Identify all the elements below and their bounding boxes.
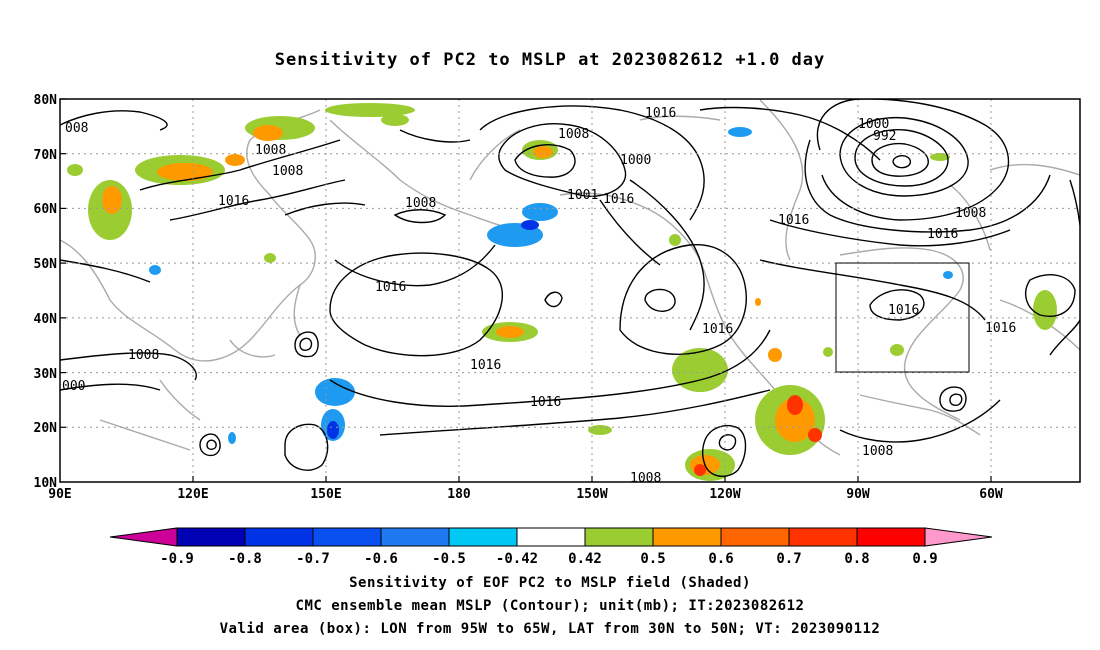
- lat-label: 30N: [34, 367, 58, 382]
- contour-label: 1016: [645, 106, 676, 121]
- lon-label: 120E: [177, 487, 208, 502]
- lat-label: 20N: [34, 421, 58, 436]
- colorbar-tick-label: 0.5: [640, 551, 665, 567]
- contour-label: 1008: [405, 196, 436, 211]
- shaded-positive: [67, 103, 1057, 481]
- colorbar-swatch: [720, 527, 790, 547]
- colorbar-right-triangle: [924, 527, 993, 547]
- caption-contour: CMC ensemble mean MSLP (Contour); unit(m…: [295, 598, 805, 614]
- contour-label: 1016: [985, 321, 1016, 336]
- lon-label: 60W: [979, 487, 1003, 502]
- contour-label: 008: [65, 121, 88, 136]
- colorbar-tick-label: 0.8: [844, 551, 869, 567]
- contour-label: 1008: [255, 143, 286, 158]
- lon-labels: 90E 120E 150E 180 150W 120W 90W 60W: [48, 487, 1003, 502]
- contour-label: 1008: [862, 444, 893, 459]
- contour-label: 1008: [630, 471, 661, 486]
- plot-frame: [59, 98, 1081, 483]
- colorbar-tick-label: -0.7: [296, 551, 330, 567]
- colorbar-tick-label: -0.9: [160, 551, 194, 567]
- contour-label: 1016: [778, 213, 809, 228]
- lon-label: 150W: [576, 487, 607, 502]
- caption-shaded: Sensitivity of EOF PC2 to MSLP field (Sh…: [349, 575, 751, 591]
- map-title: Sensitivity of PC2 to MSLP at 2023082612…: [274, 50, 826, 70]
- colorbar-swatch: [176, 527, 246, 547]
- contour-label: 1000: [858, 117, 889, 132]
- colorbar-swatch: [856, 527, 926, 547]
- colorbar-swatch: [448, 527, 518, 547]
- contour-label: 1008: [272, 164, 303, 179]
- contour-label: 1001: [567, 188, 598, 203]
- contour-label: 1016: [888, 303, 919, 318]
- colorbar-swatch: [788, 527, 858, 547]
- gridlines: [60, 99, 1080, 482]
- colorbar-swatch: [516, 527, 586, 547]
- shaded-moderate-positive: [102, 125, 815, 475]
- contour-label: 1008: [128, 348, 159, 363]
- contour-label: 1016: [927, 227, 958, 242]
- contour-label: 1000: [620, 153, 651, 168]
- axis-ticks: [60, 98, 992, 482]
- lon-label: 120W: [709, 487, 740, 502]
- caption-valid-area: Valid area (box): LON from 95W to 65W, L…: [219, 621, 881, 637]
- lat-label: 10N: [34, 476, 58, 491]
- colorbar-tick-label: -0.6: [364, 551, 398, 567]
- lon-label: 180: [447, 487, 471, 502]
- colorbar: -0.9 -0.8 -0.7 -0.6 -0.5 -0.42 0.42 0.5 0.6 0.7 0.…: [109, 527, 993, 567]
- valid-area-box: [835, 262, 970, 373]
- contour-label: 1016: [470, 358, 501, 373]
- contour-label: 000: [62, 379, 85, 394]
- mslp-contours: [60, 99, 1080, 477]
- colorbar-tick-label: -0.5: [432, 551, 466, 567]
- lat-label: 40N: [34, 312, 58, 327]
- lon-label: 90E: [48, 487, 71, 502]
- colorbar-swatch: [652, 527, 722, 547]
- shaded-strong-negative: [327, 220, 539, 439]
- colorbar-tick-label: -0.8: [228, 551, 262, 567]
- colorbar-tick-label: 0.7: [776, 551, 801, 567]
- colorbar-tick-label: 0.9: [912, 551, 937, 567]
- contour-label: 1008: [558, 127, 589, 142]
- contour-label: 1016: [375, 280, 406, 295]
- contour-label: 1008: [955, 206, 986, 221]
- contour-labels: 008 1008 1008 1016 1008 1008 000 1016 10…: [62, 106, 1016, 486]
- lat-label: 80N: [34, 93, 58, 108]
- colorbar-left-triangle: [109, 527, 178, 547]
- colorbar-tick-label: 0.42: [568, 551, 602, 567]
- colorbar-swatch: [584, 527, 654, 547]
- contour-label: 1016: [530, 395, 561, 410]
- lon-label: 150E: [310, 487, 341, 502]
- contour-label: 992: [873, 129, 896, 144]
- lat-label: 70N: [34, 148, 58, 163]
- colorbar-tick-label: 0.6: [708, 551, 733, 567]
- lat-label: 50N: [34, 257, 58, 272]
- contour-label: 1016: [603, 192, 634, 207]
- colorbar-swatch: [380, 527, 450, 547]
- colorbar-tick-label: -0.42: [496, 551, 538, 567]
- contour-label: 1016: [218, 194, 249, 209]
- shaded-strong-positive: [694, 395, 822, 476]
- colorbar-swatch: [244, 527, 314, 547]
- lat-label: 60N: [34, 202, 58, 217]
- contour-label: 1016: [702, 322, 733, 337]
- lon-label: 90W: [846, 487, 870, 502]
- colorbar-swatch: [312, 527, 382, 547]
- lat-labels: 80N 70N 60N 50N 40N 30N 20N 10N: [34, 93, 58, 491]
